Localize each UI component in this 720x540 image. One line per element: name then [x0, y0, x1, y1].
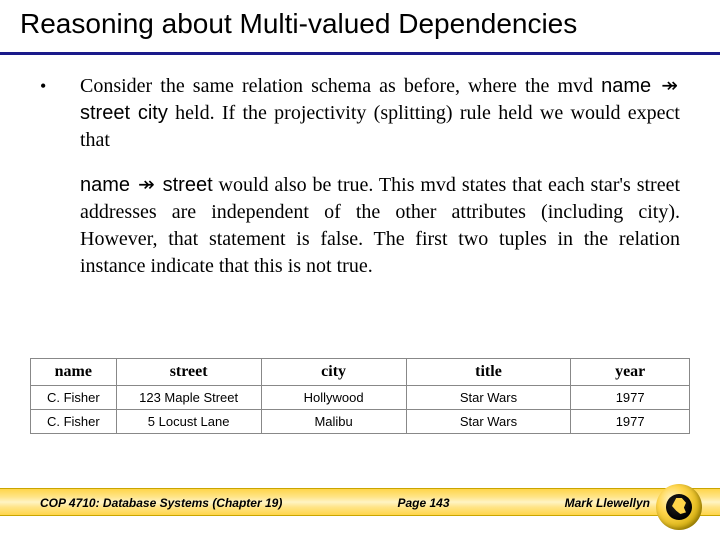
logo-inner-icon — [666, 494, 692, 520]
mvd2-right: street — [163, 174, 213, 196]
th-year: year — [571, 359, 690, 386]
table-row: C. Fisher 123 Maple Street Hollywood Sta… — [31, 386, 690, 410]
cell: 123 Maple Street — [116, 386, 261, 410]
paragraph-2: name ↠ street would also be true. This m… — [80, 172, 680, 280]
mvd1-right: street city — [80, 102, 168, 124]
table-row: C. Fisher 5 Locust Lane Malibu Star Wars… — [31, 410, 690, 434]
table-head: name street city title year — [31, 359, 690, 386]
table-body: C. Fisher 123 Maple Street Hollywood Sta… — [31, 386, 690, 434]
content-area: • Consider the same relation schema as b… — [0, 55, 720, 280]
th-title: title — [406, 359, 571, 386]
cell: 5 Locust Lane — [116, 410, 261, 434]
mvd2-left: name — [80, 174, 130, 196]
footer-left: COP 4710: Database Systems (Chapter 19) — [40, 496, 282, 510]
paragraph-1: Consider the same relation schema as bef… — [80, 73, 680, 154]
footer-text-row: COP 4710: Database Systems (Chapter 19) … — [0, 496, 720, 510]
title-bar: Reasoning about Multi-valued Dependencie… — [0, 0, 720, 55]
cell: Star Wars — [406, 410, 571, 434]
footer-center: Page 143 — [397, 496, 449, 510]
mvd1-left: name — [601, 75, 651, 97]
mvd-arrow-icon: ↠ — [659, 73, 680, 100]
th-name: name — [31, 359, 117, 386]
th-street: street — [116, 359, 261, 386]
mvd-arrow-icon: ↠ — [136, 172, 157, 199]
p1-part-a: Consider the same relation schema as bef… — [80, 75, 601, 97]
cell: C. Fisher — [31, 386, 117, 410]
cell: Star Wars — [406, 386, 571, 410]
page-title: Reasoning about Multi-valued Dependencie… — [20, 8, 700, 40]
cell: Hollywood — [261, 386, 406, 410]
footer: COP 4710: Database Systems (Chapter 19) … — [0, 470, 720, 540]
cell: C. Fisher — [31, 410, 117, 434]
slide: Reasoning about Multi-valued Dependencie… — [0, 0, 720, 540]
bullet-mark: • — [40, 73, 80, 97]
table-header-row: name street city title year — [31, 359, 690, 386]
cell: 1977 — [571, 410, 690, 434]
cell: Malibu — [261, 410, 406, 434]
bullet-paragraph-1: • Consider the same relation schema as b… — [40, 73, 680, 154]
cell: 1977 — [571, 386, 690, 410]
relation-table: name street city title year C. Fisher 12… — [30, 358, 690, 434]
p1-part-b: held. If the projectivity (splitting) ru… — [80, 102, 680, 151]
footer-right: Mark Llewellyn — [565, 496, 650, 510]
th-city: city — [261, 359, 406, 386]
ucf-logo-icon — [656, 484, 702, 530]
